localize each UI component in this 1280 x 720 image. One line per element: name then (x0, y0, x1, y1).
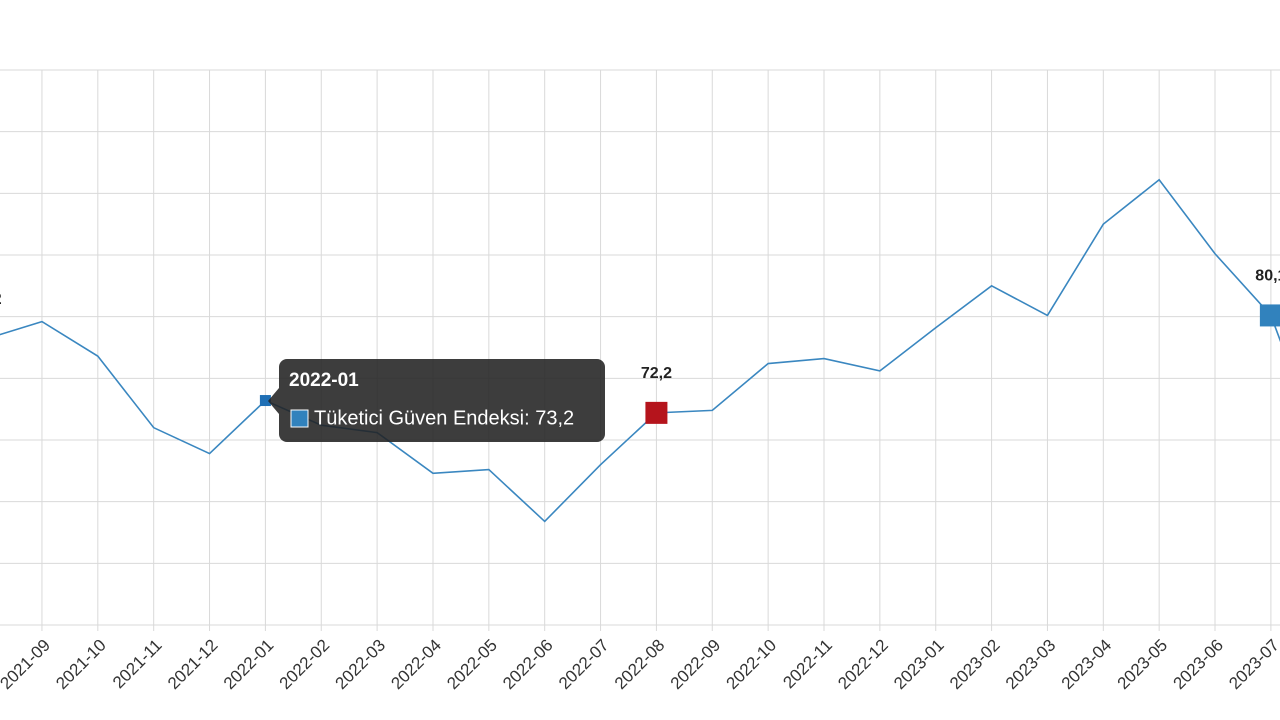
x-tick-label: 2022-01 (220, 636, 278, 694)
x-tick-label: 2023-03 (1002, 636, 1060, 694)
tooltip-swatch (290, 409, 309, 428)
tooltip-title: 2022-01 (289, 370, 359, 391)
x-tick-label: 2021-11 (109, 636, 166, 693)
x-tick-label: 2023-05 (1114, 636, 1172, 694)
value-label: 72,2 (641, 365, 672, 382)
line-series (0, 178, 1280, 523)
x-tick-label: 2022-10 (723, 636, 781, 694)
point-marker (1259, 304, 1280, 327)
x-tick-label: 2022-08 (611, 636, 669, 694)
x-tick-label: 2022-06 (499, 636, 557, 694)
x-tick-label: 2022-09 (667, 636, 725, 694)
x-tick-label: 2022-11 (779, 636, 836, 693)
point-marker (645, 401, 668, 424)
tooltip-box (279, 359, 605, 442)
x-tick-label: 2022-04 (387, 636, 445, 694)
point-marker (259, 395, 271, 407)
x-tick-label: 2021-12 (164, 636, 222, 694)
x-tick-label: 2022-02 (276, 636, 334, 694)
value-label: 80,1 (1255, 268, 1280, 285)
tooltip-text: Tüketici Güven Endeksi: 73,2 (314, 407, 574, 429)
x-tick-label: 2023-04 (1058, 636, 1116, 694)
x-tick-label: 2021-10 (52, 636, 110, 694)
x-tick-label: 2021-09 (0, 636, 54, 694)
x-tick-label: 2023-06 (1169, 636, 1227, 694)
x-tick-label: 2023-01 (890, 636, 948, 694)
tooltip: 2022-01 Tüketici Güven Endeksi: 73,2 (268, 359, 605, 442)
x-tick-label: 2022-12 (834, 636, 892, 694)
tooltip-arrow (268, 388, 279, 414)
value-label: 78,2 (0, 291, 2, 308)
x-tick-label: 2023-02 (946, 636, 1004, 694)
x-tick-label: 2022-07 (555, 636, 613, 694)
x-tick-label: 2023-07 (1225, 636, 1280, 694)
x-tick-label: 2022-03 (332, 636, 390, 694)
x-tick-label: 2022-05 (443, 636, 501, 694)
